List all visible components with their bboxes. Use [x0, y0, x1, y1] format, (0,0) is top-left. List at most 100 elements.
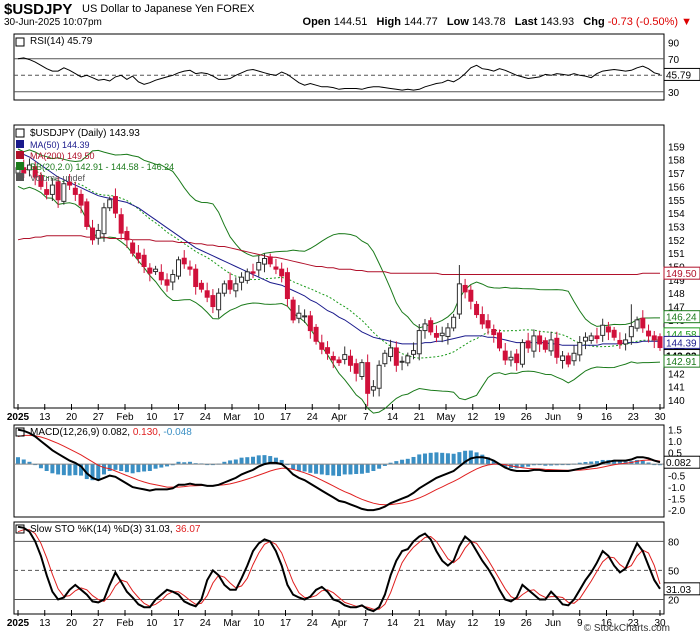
candle-body [514, 353, 520, 364]
candle-body [646, 330, 652, 337]
macd-histogram-bar [90, 464, 95, 481]
price-tick-label: 153 [668, 222, 685, 233]
macd-histogram-bar [417, 454, 422, 465]
macd-histogram-bar [549, 464, 554, 466]
legend-swatch [16, 151, 24, 159]
candle-body [376, 364, 382, 389]
sto-tick-label: 80 [668, 537, 680, 548]
macd-histogram-bar [279, 459, 284, 465]
candle-body [451, 316, 457, 329]
sto-x-label: Mar [223, 618, 241, 629]
candle-body [250, 271, 256, 274]
candle-body [279, 268, 285, 277]
low-label: Low [446, 16, 469, 28]
sto-x-label: 10 [146, 618, 158, 629]
candle-body [468, 289, 474, 302]
chg-value: -0.73 (-0.50%) [607, 16, 679, 28]
low-value: 143.78 [471, 16, 506, 28]
quote-summary: Open 144.51 High 144.77 Low 143.78 Last … [303, 16, 692, 28]
macd-signal-line [17, 434, 661, 506]
sto-last-badge: 31.03 [666, 585, 691, 596]
macd-histogram-bar [474, 452, 479, 465]
candle-body [497, 332, 502, 349]
candle-body [290, 299, 296, 321]
symbol-title: $USDJPY [4, 1, 73, 18]
price-x-label: Mar [223, 412, 241, 423]
candle-body [227, 280, 233, 290]
macd-histogram-bar [142, 464, 147, 472]
legend-swatch [16, 140, 24, 148]
macd-histogram-bar [96, 464, 101, 480]
macd-histogram-bar [658, 464, 662, 466]
candle-body [72, 187, 78, 195]
candle-body [198, 282, 204, 290]
price-badge-144-39-box [663, 335, 700, 349]
rsi-legend-swatch [15, 37, 25, 47]
candle-body [193, 268, 199, 288]
candle-body [554, 337, 560, 358]
candle-body [365, 362, 371, 394]
macd-histogram-bar [526, 464, 531, 467]
macd-histogram-bar [119, 464, 124, 471]
macd-histogram-bar [302, 464, 307, 472]
candle-body [44, 189, 50, 195]
price-tick-label: 142 [668, 369, 685, 380]
macd-tick-label: 0.5 [668, 449, 682, 460]
legend-label-ma-200-: MA(200) 149.50 [30, 151, 95, 161]
macd-histogram-bar [468, 450, 473, 465]
candle-body [204, 290, 210, 298]
price-badge-149-50-box [663, 266, 700, 280]
macd-histogram-bar [153, 464, 158, 469]
sto-x-label: 20 [66, 618, 78, 629]
macd-histogram-bar [337, 464, 341, 477]
candle-body [623, 339, 629, 345]
candle-body [502, 350, 508, 361]
macd-histogram-bar [79, 464, 84, 476]
macd-histogram-bar [67, 464, 72, 476]
price-tick-label: 154 [668, 209, 685, 220]
macd-histogram-bar [84, 464, 89, 480]
legend-swatch [16, 162, 24, 170]
candle-body [628, 326, 634, 338]
candle-body [582, 336, 588, 342]
price-tick-label: 148 [668, 289, 685, 300]
price-tick-label: 151 [668, 249, 685, 260]
candle-body [118, 214, 124, 234]
candle-body [130, 242, 136, 254]
sto-x-label: Apr [331, 618, 347, 629]
price-x-label: May [437, 412, 456, 423]
price-tick-label: 158 [668, 156, 685, 167]
candle-body [600, 324, 606, 336]
macd-histogram-bar [646, 462, 651, 465]
sto-x-label: 17 [173, 618, 185, 629]
candle-body [78, 193, 84, 206]
macd-histogram-bar [617, 460, 622, 465]
down-arrow-icon: ▼ [678, 16, 692, 28]
legend-swatch [16, 173, 24, 181]
candle-body [330, 355, 336, 361]
candle-body [95, 229, 101, 239]
sto-last-badge-box [663, 582, 700, 596]
sto-x-label: 27 [93, 618, 105, 629]
candle-body [617, 339, 623, 345]
macd-histogram-bar [256, 455, 261, 465]
sto-x-label: 17 [280, 618, 292, 629]
macd-histogram-bar [245, 457, 250, 465]
macd-histogram-bar [50, 464, 55, 474]
candle-body [210, 295, 216, 308]
macd-histogram-bar [394, 461, 399, 465]
macd-title: MACD(12,26,9) 0.082, 0.130, -0.048 [30, 427, 192, 438]
symbol-name: US Dollar to Japanese Yen [82, 3, 214, 15]
sto-x-label: 21 [414, 618, 426, 629]
rsi-tick-label: 70 [668, 55, 680, 66]
macd-histogram-bar [388, 462, 393, 465]
bb-upper-band [17, 148, 660, 329]
sto-x-label: Jun [545, 618, 561, 629]
candle-body [525, 340, 531, 349]
sto-title: Slow STO %K(14) %D(3) 31.03, 36.07 [30, 524, 201, 535]
price-badge-144-39: 144.39 [666, 338, 697, 349]
candle-body [405, 355, 411, 364]
legend-label-bb-20-2-0-: BB(20,2.0) 142.91 - 144.58 - 146.24 [30, 162, 174, 172]
